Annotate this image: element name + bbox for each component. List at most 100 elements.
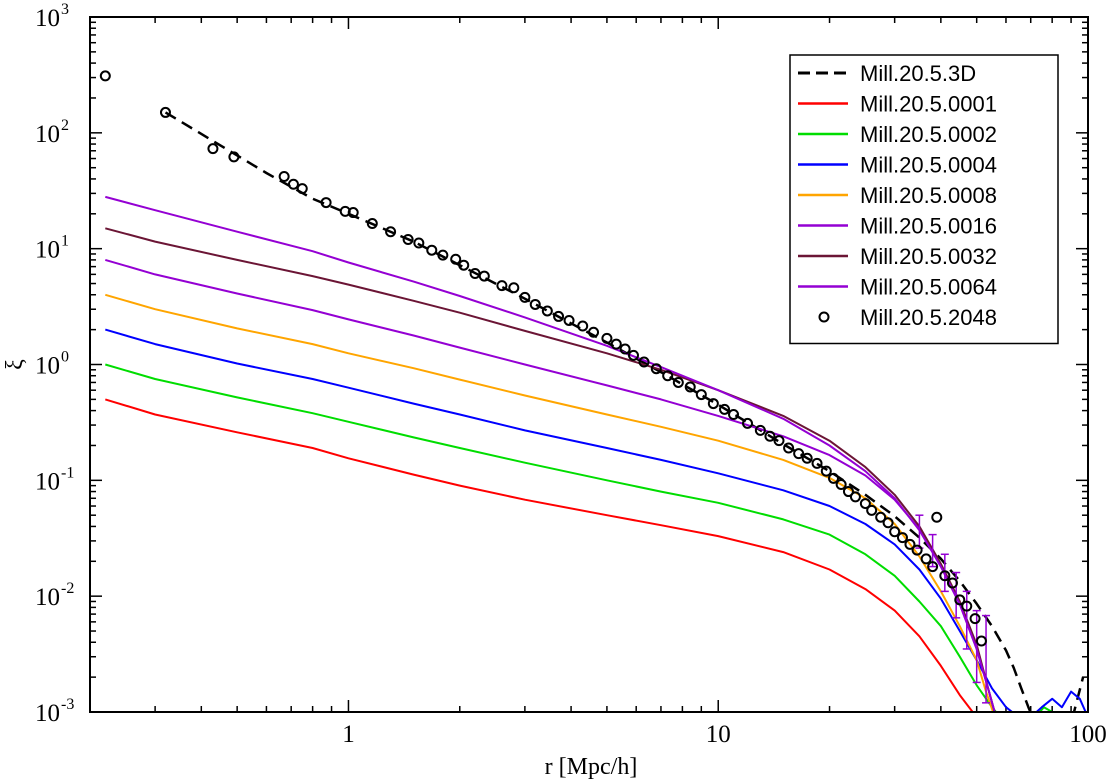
y-tick-label: 10: [35, 584, 60, 611]
y-tick-label: 10: [35, 353, 60, 380]
y-axis-label: ξ: [2, 359, 28, 370]
series-mill-20-5-2048-point: [159, 106, 171, 118]
series-mill-20-5-2048-point: [801, 452, 813, 464]
y-tick-label: 10: [35, 5, 60, 32]
series-mill-20-5-2048-point: [969, 613, 981, 625]
series-mill-20-5-2048-point: [287, 178, 299, 190]
series-mill-20-5-2048-point: [207, 143, 219, 155]
series-mill-20-5-2048-point: [638, 356, 650, 368]
series-mill-20-5-2048-point: [577, 320, 589, 332]
x-axis-label: r [Mpc/h]: [545, 754, 638, 779]
y-tick-label: 10: [35, 121, 60, 148]
y-tick-exponent: 3: [61, 1, 69, 18]
series-mill-20-5-2048-point: [426, 244, 438, 256]
series-mill-20-5-2048-point: [939, 570, 951, 582]
plot-area-frame: [89, 16, 1089, 713]
y-tick-label: 10: [35, 237, 60, 264]
y-tick-exponent: -3: [61, 696, 74, 713]
series-mill-20-5-2048-point: [366, 217, 378, 229]
series-mill-20-5-2048-point: [811, 457, 823, 469]
series-mill-20-5-2048-point: [946, 577, 958, 589]
series-mill-20-5-2048-point: [835, 479, 847, 491]
series-mill-20-5-2048-point: [684, 381, 696, 393]
legend-mill-20-5-0001-label: Mill.20.5.0001: [860, 92, 997, 117]
series-mill-20-5-2048-point: [728, 409, 740, 421]
series-mill-20-5-2048-point: [975, 635, 987, 647]
series-mill-20-5-2048-point: [458, 259, 470, 271]
series-mill-20-5-2048-point: [931, 511, 943, 523]
series-mill-20-5-2048-point: [496, 280, 508, 292]
series-mill-20-5-0001-line: [105, 398, 974, 712]
series-mill-20-5-2048-point: [296, 183, 308, 195]
series-mill-20-5-2048-point: [764, 430, 776, 442]
series-mill-20-5-2048-point: [783, 442, 795, 454]
series-mill-20-5-2048-point: [707, 398, 719, 410]
series-mill-20-5-2048-point: [519, 291, 531, 303]
legend-mill-20-5-0002-label: Mill.20.5.0002: [860, 122, 997, 147]
series-mill-20-5-0002-line: [105, 363, 1054, 712]
legend-mill-20-5-2048-label: Mill.20.5.2048: [860, 305, 997, 330]
series-mill-20-5-2048-point: [842, 486, 854, 498]
series-mill-20-5-2048-point: [920, 553, 932, 565]
series-mill-20-5-2048-point: [553, 310, 565, 322]
x-tick-label: 100: [1069, 721, 1107, 748]
x-tick-label: 10: [706, 721, 731, 748]
series-mill-20-5-2048-point: [695, 389, 707, 401]
series-mill-20-5-2048-point: [961, 600, 973, 612]
legend-mill-20-5-0016-label: Mill.20.5.0016: [860, 214, 997, 239]
y-tick-label: 10: [35, 700, 60, 727]
series-mill-20-5-0064-line: [105, 195, 996, 712]
series-mill-20-5-0008-line: [105, 293, 995, 712]
series-mill-20-5-2048-point: [437, 249, 449, 261]
series-mill-20-5-2048-point: [866, 504, 878, 516]
series-mill-20-5-2048-point: [347, 207, 359, 219]
y-tick-exponent: 2: [61, 117, 69, 134]
y-tick-exponent: -1: [61, 464, 74, 481]
legend-mill-20-5-0064-label: Mill.20.5.0064: [860, 275, 997, 300]
series-mill-20-5-2048-point: [793, 448, 805, 460]
series-mill-20-5-2048-point: [529, 298, 541, 310]
series-mill-20-5-2048-point: [413, 237, 425, 249]
legend-mill-20-5-3d-label: Mill.20.5.3D: [860, 61, 976, 86]
series-mill-20-5-2048-point: [719, 403, 731, 415]
series-mill-20-5-2048-point: [320, 197, 332, 209]
series-mill-20-5-2048-point: [828, 472, 840, 484]
legend-mill-20-5-0008-label: Mill.20.5.0008: [860, 183, 997, 208]
series-mill-20-5-2048-point: [672, 376, 684, 388]
series-mill-20-5-2048-point: [820, 465, 832, 477]
series-mill-20-5-0004-line: [105, 328, 1087, 712]
series-mill-20-5-2048-point: [882, 517, 894, 529]
series-mill-20-5-2048-point: [402, 233, 414, 245]
legend-mill-20-5-2048-swatch: [818, 311, 830, 323]
series-mill-20-5-2048-point: [541, 305, 553, 317]
series-mill-20-5-2048-point: [875, 511, 887, 523]
series-mill-20-5-2048-point: [773, 435, 785, 447]
series-mill-20-5-2048-point: [601, 332, 613, 344]
legend-mill-20-5-0032-label: Mill.20.5.0032: [860, 244, 997, 269]
series-mill-20-5-2048-point: [619, 343, 631, 355]
series-mill-20-5-2048-point: [662, 370, 674, 382]
series-mill-20-5-2048-point: [954, 594, 966, 606]
series-mill-20-5-2048-point: [754, 424, 766, 436]
series-mill-20-5-2048-point: [896, 532, 908, 544]
series-mill-20-5-2048-point: [627, 349, 639, 361]
series-mill-20-5-2048-point: [99, 70, 111, 82]
series-mill-20-5-2048-point: [588, 326, 600, 338]
series-mill-20-5-2048-point: [904, 538, 916, 550]
series-mill-20-5-2048-point: [742, 417, 754, 429]
series-mill-20-5-2048-point: [610, 338, 622, 350]
series-mill-20-5-2048-point: [450, 253, 462, 265]
series-mill-20-5-2048-point: [927, 561, 939, 573]
y-tick-exponent: 1: [61, 233, 69, 250]
series-mill-20-5-2048-point: [508, 282, 520, 294]
y-tick-exponent: 0: [61, 349, 69, 366]
series-mill-20-5-2048-point: [889, 526, 901, 538]
x-tick-label: 1: [342, 721, 355, 748]
series-mill-20-5-2048-point: [228, 151, 240, 163]
series-mill-20-5-2048-point: [478, 270, 490, 282]
series-mill-20-5-2048-point: [859, 498, 871, 510]
series-mill-20-5-2048-point: [563, 314, 575, 326]
series-mill-20-5-2048-point: [650, 363, 662, 375]
legend-mill-20-5-0004-label: Mill.20.5.0004: [860, 153, 997, 178]
